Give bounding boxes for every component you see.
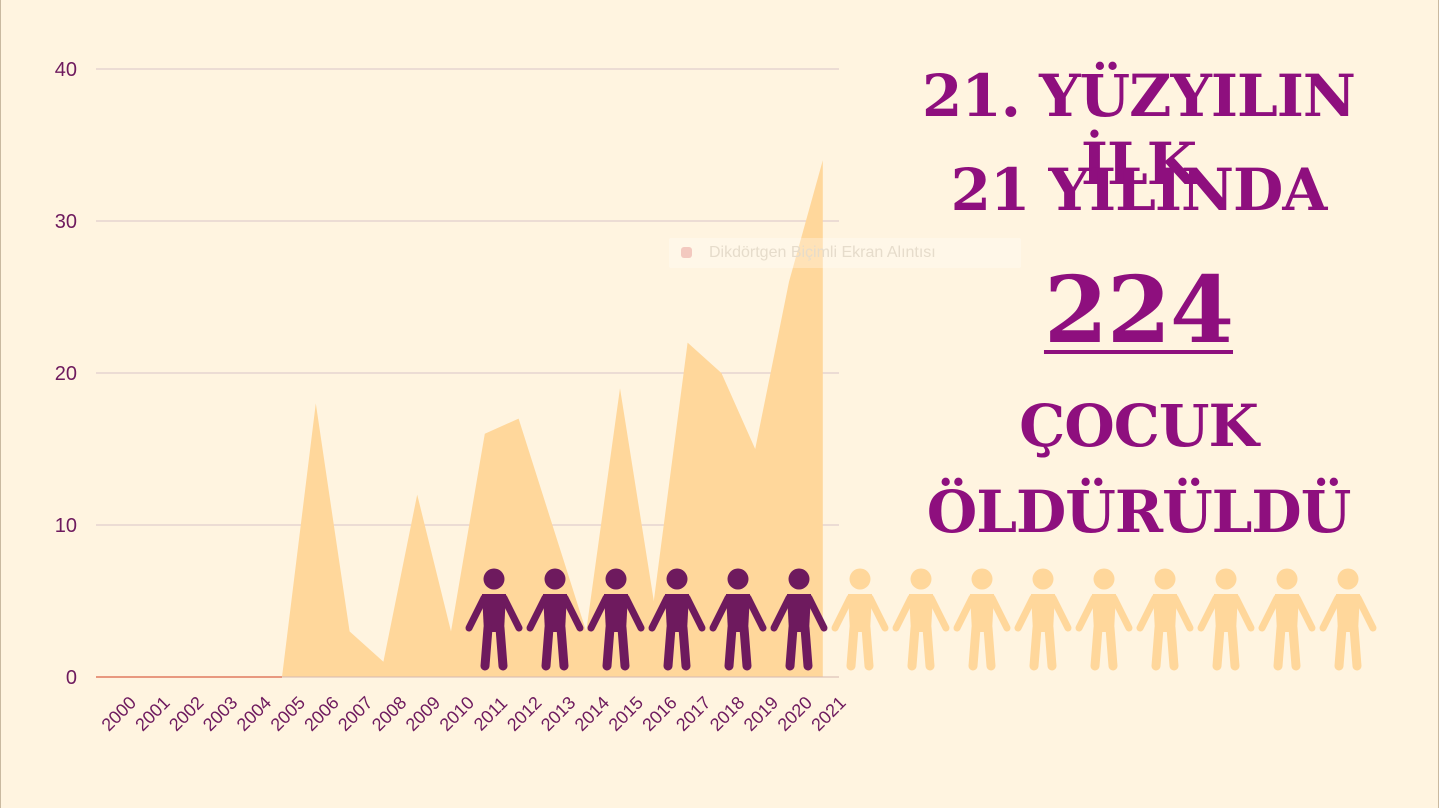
x-tick-label: 2013 (537, 693, 579, 735)
x-tick-label: 2017 (672, 693, 714, 735)
x-tick-label: 2019 (740, 693, 782, 735)
x-tick-label: 2011 (470, 693, 512, 735)
x-tick-label: 2012 (503, 693, 545, 735)
headline-line-5: ÖLDÜRÜLDÜ (926, 478, 1352, 546)
person-icon (831, 568, 889, 671)
person-icon (770, 568, 828, 671)
person-icon (587, 568, 645, 671)
x-tick-label: 2004 (233, 693, 275, 735)
person-icon (1258, 568, 1316, 671)
person-icon (648, 568, 706, 671)
tooltip-text: Dikdörtgen Biçimli Ekran Alıntısı (709, 244, 936, 261)
x-tick-label: 2020 (774, 693, 816, 735)
person-icon (709, 568, 767, 671)
x-tick-label: 2005 (267, 693, 309, 735)
person-icon (526, 568, 584, 671)
screen-snip-tooltip: Dikdörtgen Biçimli Ekran Alıntısı (669, 238, 1021, 268)
person-icon (1136, 568, 1194, 671)
x-tick-label: 2014 (571, 693, 613, 735)
x-tick-label: 2010 (436, 693, 478, 735)
x-tick-label: 2015 (605, 693, 647, 735)
x-tick-label: 2000 (98, 693, 140, 735)
x-tick-label: 2003 (199, 693, 241, 735)
x-tick-label: 2002 (165, 693, 207, 735)
headline-line-2: 21 YILINDA (950, 156, 1328, 224)
snip-icon (681, 247, 692, 258)
person-icon (1075, 568, 1133, 671)
y-tick-label: 30 (55, 211, 77, 233)
headline-number: 224 (861, 256, 1416, 364)
y-tick-label: 10 (55, 515, 77, 537)
x-tick-label: 2006 (300, 693, 342, 735)
y-tick-label: 20 (55, 363, 77, 385)
person-icon (1014, 568, 1072, 671)
x-tick-label: 2007 (334, 693, 376, 735)
x-tick-label: 2008 (368, 693, 410, 735)
person-icon (465, 568, 523, 671)
person-icon (953, 568, 1011, 671)
person-icon (892, 568, 950, 671)
x-tick-label: 2016 (638, 693, 680, 735)
person-icon (1197, 568, 1255, 671)
y-tick-label: 40 (55, 59, 77, 81)
y-tick-label: 0 (66, 667, 77, 689)
area-series (113, 160, 823, 677)
person-icon (1319, 568, 1377, 671)
headline-number-text: 224 (1043, 256, 1234, 364)
x-tick-label: 2021 (807, 693, 849, 735)
headline-line-1: 21. YÜZYILIN İLK (922, 62, 1356, 198)
x-tick-label: 2001 (131, 693, 173, 735)
x-tick-label: 2018 (706, 693, 748, 735)
x-tick-label: 2009 (402, 693, 444, 735)
headline-line-4: ÇOCUK (1019, 392, 1259, 460)
